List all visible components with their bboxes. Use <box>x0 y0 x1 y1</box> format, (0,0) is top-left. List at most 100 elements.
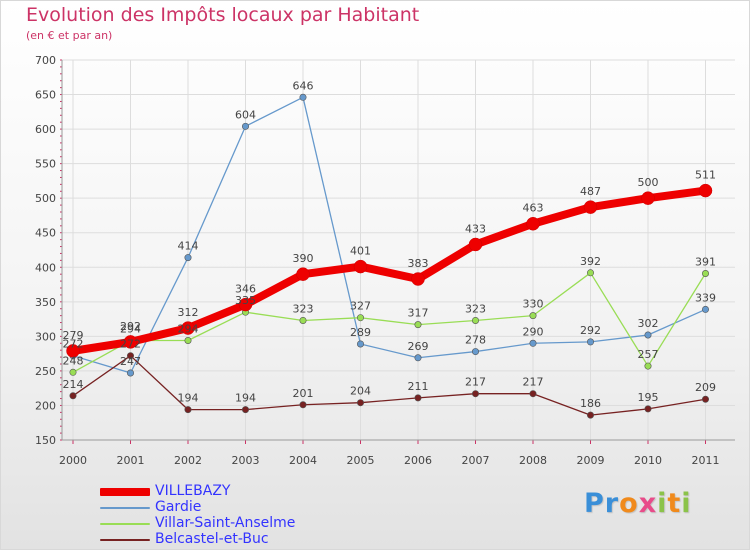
legend-swatch <box>100 488 150 496</box>
data-point-villebazy <box>698 183 713 198</box>
data-label-villebazy: 401 <box>350 245 371 258</box>
data-label-villar-saint-anselme: 323 <box>465 302 486 315</box>
data-point-gardie <box>471 348 479 356</box>
data-point-gardie <box>414 354 422 362</box>
data-point-villebazy <box>468 237 483 252</box>
data-label-villar-saint-anselme: 294 <box>120 323 141 336</box>
data-label-villar-saint-anselme: 327 <box>350 300 371 313</box>
legend-label: Belcastel-et-Buc <box>155 531 269 547</box>
y-tick-label: 300 <box>35 330 56 343</box>
data-point-belcastel-et-buc <box>127 352 135 360</box>
data-label-belcastel-et-buc: 217 <box>523 376 544 389</box>
data-label-villar-saint-anselme: 294 <box>178 323 199 336</box>
x-tick-label: 2000 <box>59 454 87 467</box>
data-label-villar-saint-anselme: 392 <box>580 255 601 268</box>
x-tick-label: 2005 <box>347 454 375 467</box>
data-point-gardie <box>242 122 250 130</box>
data-point-villebazy <box>238 297 253 312</box>
data-point-villar-saint-anselme <box>184 337 192 345</box>
data-point-belcastel-et-buc <box>644 405 652 413</box>
data-point-villebazy <box>66 344 80 358</box>
data-point-villar-saint-anselme <box>356 314 364 322</box>
data-point-villar-saint-anselme <box>471 316 479 324</box>
data-point-villar-saint-anselme <box>701 269 709 277</box>
series-line-villebazy <box>69 186 710 355</box>
x-tick-label: 2007 <box>462 454 490 467</box>
data-label-gardie: 290 <box>523 325 544 338</box>
data-point-gardie <box>184 254 192 262</box>
data-label-gardie: 646 <box>293 79 314 92</box>
data-label-belcastel-et-buc: 214 <box>63 378 84 391</box>
data-label-villar-saint-anselme: 391 <box>695 255 716 268</box>
data-point-villar-saint-anselme <box>586 269 594 277</box>
data-label-villebazy: 346 <box>235 283 256 296</box>
data-point-belcastel-et-buc <box>242 406 250 414</box>
proxiti-logo: Proxiti <box>584 488 692 519</box>
data-point-villar-saint-anselme <box>529 312 537 320</box>
data-point-villebazy <box>353 259 368 274</box>
data-label-belcastel-et-buc: 195 <box>638 391 659 404</box>
data-label-villebazy: 390 <box>293 252 314 265</box>
data-point-gardie <box>586 338 594 346</box>
data-point-villebazy <box>296 267 310 281</box>
data-point-gardie <box>701 305 709 313</box>
x-tick-label: 2004 <box>289 454 317 467</box>
x-tick-label: 2001 <box>117 454 145 467</box>
legend-label: VILLEBAZY <box>155 483 231 499</box>
data-point-belcastel-et-buc <box>69 392 77 400</box>
x-tick-label: 2006 <box>404 454 432 467</box>
data-label-villebazy: 292 <box>120 320 141 333</box>
data-label-villebazy: 433 <box>465 222 486 235</box>
x-tick-label: 2009 <box>577 454 605 467</box>
series-line-gardie <box>72 96 707 374</box>
data-label-belcastel-et-buc: 194 <box>235 392 256 405</box>
data-label-belcastel-et-buc: 204 <box>350 385 371 398</box>
data-point-gardie <box>127 369 135 377</box>
data-label-villebazy: 500 <box>638 176 659 189</box>
data-point-villar-saint-anselme <box>414 321 422 329</box>
data-point-belcastel-et-buc <box>701 395 709 403</box>
data-label-villebazy: 312 <box>178 306 199 319</box>
data-label-villar-saint-anselme: 248 <box>63 354 84 367</box>
data-point-belcastel-et-buc <box>356 399 364 407</box>
y-tick-label: 650 <box>35 89 56 102</box>
data-label-gardie: 247 <box>120 355 141 368</box>
data-point-gardie <box>356 340 364 348</box>
data-point-belcastel-et-buc <box>471 390 479 398</box>
x-tick-label: 2003 <box>232 454 260 467</box>
y-tick-label: 200 <box>35 399 56 412</box>
y-tick-label: 400 <box>35 261 56 274</box>
data-label-belcastel-et-buc: 209 <box>695 381 716 394</box>
y-tick-label: 150 <box>35 434 56 447</box>
y-tick-label: 600 <box>35 123 56 136</box>
data-label-gardie: 278 <box>465 334 486 347</box>
chart-subtitle: (en € et par an) <box>26 29 113 42</box>
data-label-gardie: 269 <box>408 340 429 353</box>
data-point-belcastel-et-buc <box>184 406 192 414</box>
data-point-villebazy <box>123 335 138 349</box>
y-tick-label: 550 <box>35 158 56 171</box>
legend-swatch <box>100 523 150 525</box>
data-point-villar-saint-anselme <box>299 316 307 324</box>
legend-label: Gardie <box>155 499 202 515</box>
data-label-villar-saint-anselme: 335 <box>235 294 256 307</box>
data-label-villar-saint-anselme: 323 <box>293 302 314 315</box>
data-label-gardie: 302 <box>638 317 659 330</box>
data-label-belcastel-et-buc: 211 <box>408 380 429 393</box>
chart-title: Evolution des Impôts locaux par Habitant <box>26 4 420 26</box>
data-label-gardie: 414 <box>178 240 199 253</box>
data-label-villar-saint-anselme: 317 <box>408 307 429 320</box>
data-label-villebazy: 487 <box>580 185 601 198</box>
data-point-villar-saint-anselme <box>644 362 652 370</box>
data-point-belcastel-et-buc <box>414 394 422 402</box>
y-tick-label: 250 <box>35 365 56 378</box>
data-label-belcastel-et-buc: 194 <box>178 392 199 405</box>
data-point-villar-saint-anselme <box>69 368 77 376</box>
data-label-belcastel-et-buc: 186 <box>580 397 601 410</box>
data-point-belcastel-et-buc <box>529 390 537 398</box>
data-label-villebazy: 463 <box>523 202 544 215</box>
x-tick-label: 2010 <box>634 454 662 467</box>
x-tick-label: 2008 <box>519 454 547 467</box>
legend-label: Villar-Saint-Anselme <box>155 515 296 531</box>
y-tick-label: 700 <box>35 54 56 67</box>
